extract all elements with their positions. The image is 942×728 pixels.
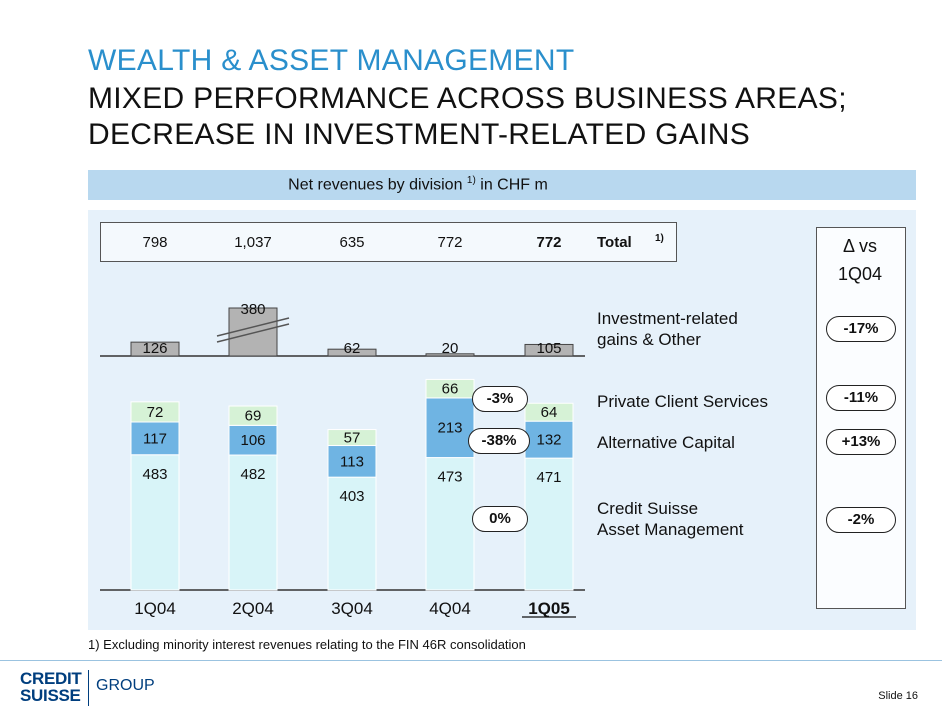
bar-private-client-services-3q04 <box>327 429 377 447</box>
footer-divider <box>0 660 942 661</box>
tick-label-1q04: 1Q04 <box>134 599 176 618</box>
slide-number: Slide 16 <box>878 690 918 702</box>
delta-symbol: Δ <box>842 236 854 256</box>
data-label-pcs-3q04: 57 <box>344 430 361 447</box>
data-label-csam-4q04: 473 <box>437 469 462 486</box>
data-label-investment-1q05: 105 <box>536 340 561 357</box>
data-label-investment-3q04: 62 <box>344 340 361 357</box>
data-label-investment-1q04: 126 <box>142 340 167 357</box>
data-label-pcs-4q04: 66 <box>442 381 459 398</box>
inline-delta-alternative-capital: -38% <box>468 428 530 454</box>
data-label-ac-3q04: 113 <box>340 453 364 470</box>
bar-investment-related-1q04 <box>130 341 180 357</box>
tick-label-4q04: 4Q04 <box>429 599 471 618</box>
delta-period: 1Q04 <box>837 264 883 284</box>
bar-credit-suisse-asset-management-1q04 <box>130 454 180 591</box>
total-label: Total <box>597 234 632 251</box>
data-label-investment-4q04: 20 <box>442 340 459 357</box>
data-label-ac-1q05: 132 <box>536 432 561 449</box>
data-label-ac-2q04: 106 <box>240 432 265 449</box>
data-label-csam-3q04: 403 <box>339 488 364 505</box>
data-label-pcs-1q04: 72 <box>147 404 164 421</box>
logo-group-text: GROUP <box>96 677 155 694</box>
delta-csam: -2% <box>826 507 896 533</box>
bar-credit-suisse-asset-management-3q04 <box>327 476 377 591</box>
chart-panel <box>88 210 916 630</box>
total-label-sup: 1) <box>655 233 664 244</box>
bar-alternative-capital-1q04 <box>130 421 180 456</box>
data-label-ac-4q04: 213 <box>437 420 462 437</box>
bar-investment-related-3q04 <box>327 348 377 357</box>
bar-credit-suisse-asset-management-2q04 <box>228 454 278 591</box>
bar-private-client-services-2q04 <box>228 405 278 426</box>
bar-private-client-services-4q04 <box>425 378 475 399</box>
delta-alternative-capital: +13% <box>826 429 896 455</box>
data-label-pcs-2q04: 69 <box>245 408 262 425</box>
bar-private-client-services-1q04 <box>130 401 180 423</box>
headline-line-1: MIXED PERFORMANCE ACROSS BUSINESS AREAS; <box>88 82 847 115</box>
tick-label-3q04: 3Q04 <box>331 599 373 618</box>
total-4q04: 772 <box>437 234 462 251</box>
bar-credit-suisse-asset-management-4q04 <box>425 457 475 591</box>
total-1q05: 772 <box>536 234 561 251</box>
bar-investment-related-2q04 <box>228 307 278 357</box>
total-3q04: 635 <box>339 234 364 251</box>
data-label-pcs-1q05: 64 <box>541 404 558 421</box>
bar-investment-related-1q05 <box>524 343 574 357</box>
total-1q04: 798 <box>142 234 167 251</box>
label-alternative-capital: Alternative Capital <box>597 433 735 452</box>
label-private-client-services: Private Client Services <box>597 392 769 411</box>
label-investment-related: Investment-related gains & Other <box>597 309 738 349</box>
total-2q04: 1,037 <box>234 234 272 251</box>
axis-break-mark-2 <box>216 323 290 343</box>
footnote: 1) Excluding minority interest revenues … <box>88 637 526 652</box>
bar-private-client-services-1q05 <box>524 402 574 422</box>
data-label-csam-1q05: 471 <box>536 469 561 486</box>
delta-investment-related: -17% <box>826 316 896 342</box>
bar-investment-related-4q04 <box>425 353 475 357</box>
headline-line-2: DECREASE IN INVESTMENT-RELATED GAINS <box>88 118 751 151</box>
label-csam: Credit Suisse Asset Management <box>597 499 744 539</box>
credit-suisse-logo: CREDIT SUISSE <box>20 669 82 705</box>
axis-break-mark-1 <box>216 317 290 337</box>
data-label-ac-1q04: 117 <box>143 430 167 447</box>
chart-title: Net revenues by division 1) in CHF m <box>288 175 548 194</box>
data-label-investment-2q04: 380 <box>240 301 265 318</box>
data-label-csam-2q04: 482 <box>240 466 265 483</box>
delta-header: Δ vs 1Q04 <box>816 232 904 288</box>
inline-delta-pcs: -3% <box>472 386 528 412</box>
delta-vs: vs <box>859 236 878 256</box>
chart-banner <box>88 170 916 200</box>
total-row-box <box>100 222 677 262</box>
logo-separator <box>88 670 89 706</box>
tick-label-1q05: 1Q05 <box>528 599 570 618</box>
data-label-csam-1q04: 483 <box>142 466 167 483</box>
delta-column-box <box>816 227 906 609</box>
delta-private-client-services: -11% <box>826 385 896 411</box>
tick-label-2q04: 2Q04 <box>232 599 274 618</box>
inline-delta-csam: 0% <box>472 506 528 532</box>
section-title: WEALTH & ASSET MANAGEMENT <box>88 44 575 77</box>
